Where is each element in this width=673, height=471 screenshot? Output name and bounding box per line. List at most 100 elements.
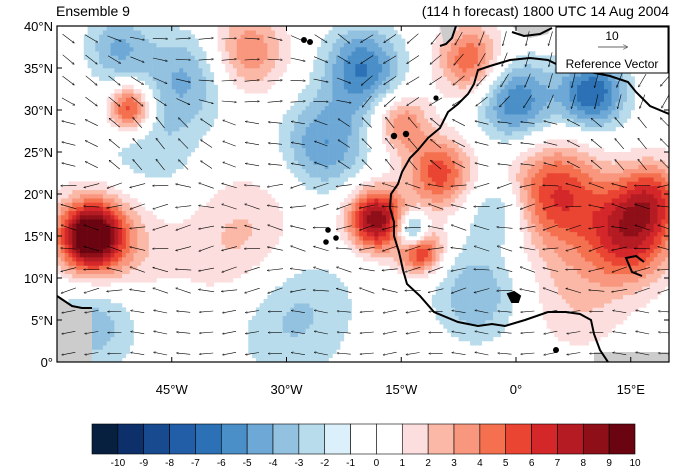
field-cell <box>271 324 276 329</box>
field-cell <box>190 122 196 128</box>
field-cell <box>217 223 222 228</box>
field-cell <box>324 63 329 69</box>
field-cell <box>336 26 341 31</box>
field-cell <box>167 248 173 254</box>
field-cell <box>454 269 459 275</box>
field-cell <box>317 122 322 128</box>
field-cell <box>91 47 96 52</box>
field-cell <box>324 93 329 98</box>
field-cell <box>397 257 402 262</box>
field-cell <box>290 336 295 342</box>
field-cell <box>454 286 459 291</box>
field-cell <box>343 59 348 65</box>
field-cell <box>340 89 345 94</box>
field-cell <box>416 223 421 228</box>
field-cell <box>259 231 264 237</box>
field-cell <box>355 80 360 86</box>
field-cell <box>428 198 433 203</box>
field-cell <box>110 42 115 48</box>
field-cell <box>148 139 153 144</box>
field-cell <box>435 202 440 207</box>
field-cell <box>393 76 398 81</box>
field-cell <box>144 42 150 48</box>
field-cell <box>405 194 410 199</box>
field-cell <box>110 110 115 115</box>
field-cell <box>95 269 100 275</box>
field-cell <box>122 345 127 350</box>
field-cell <box>450 143 456 149</box>
field-cell <box>378 227 383 233</box>
field-cell <box>439 68 444 73</box>
field-cell <box>102 240 108 245</box>
field-cell <box>447 80 452 86</box>
field-cell <box>156 265 161 270</box>
field-cell <box>232 248 238 254</box>
field-cell <box>332 114 337 119</box>
field-cell <box>454 160 459 165</box>
field-cell <box>278 345 283 350</box>
field-cell <box>466 324 471 329</box>
field-cell <box>336 34 341 39</box>
field-cell <box>141 55 146 60</box>
field-cell <box>110 248 115 254</box>
field-cell <box>240 72 245 77</box>
field-cell <box>248 324 253 329</box>
field-cell <box>317 55 322 60</box>
field-cell <box>217 38 222 44</box>
field-cell <box>435 47 440 52</box>
field-cell <box>439 84 444 90</box>
field-cell <box>382 223 387 228</box>
field-cell <box>412 194 417 199</box>
field-cell <box>374 38 379 44</box>
field-cell <box>401 59 406 65</box>
field-cell <box>122 160 127 165</box>
field-cell <box>114 332 119 338</box>
field-cell <box>267 299 272 304</box>
field-cell <box>133 236 138 241</box>
field-cell <box>175 105 180 111</box>
field-cell <box>378 26 383 31</box>
field-cell <box>385 114 391 119</box>
field-cell <box>355 97 360 102</box>
field-cell <box>324 147 329 153</box>
field-cell <box>198 240 203 245</box>
field-cell <box>213 101 218 107</box>
field-cell <box>141 72 146 77</box>
field-cell <box>370 202 375 207</box>
field-cell <box>87 198 92 203</box>
field-cell <box>110 55 115 60</box>
field-cell <box>363 126 368 132</box>
field-cell <box>252 336 257 342</box>
field-cell <box>202 89 207 94</box>
field-cell <box>297 303 303 308</box>
field-cell <box>110 101 115 107</box>
field-cell <box>179 248 184 254</box>
field-cell <box>336 105 341 111</box>
field-cell <box>68 261 73 266</box>
field-cell <box>259 307 264 312</box>
field-cell <box>450 324 456 329</box>
field-cell <box>382 114 387 119</box>
field-cell <box>229 59 234 65</box>
field-cell <box>382 177 387 182</box>
field-cell <box>405 198 410 203</box>
field-cell <box>76 269 81 275</box>
field-cell <box>68 219 73 224</box>
field-cell <box>359 185 364 191</box>
field-cell <box>347 311 352 317</box>
field-cell <box>385 135 391 140</box>
field-cell <box>133 198 138 203</box>
field-cell <box>122 126 127 132</box>
field-cell <box>122 248 127 254</box>
field-cell <box>263 315 268 321</box>
field-cell <box>294 332 299 338</box>
field-cell <box>297 320 303 325</box>
field-cell <box>428 122 433 128</box>
field-cell <box>129 257 134 262</box>
field-cell <box>309 126 314 132</box>
field-cell <box>443 231 448 237</box>
field-cell <box>156 80 161 86</box>
field-cell <box>118 240 123 245</box>
field-cell <box>393 164 398 170</box>
field-cell <box>263 198 268 203</box>
